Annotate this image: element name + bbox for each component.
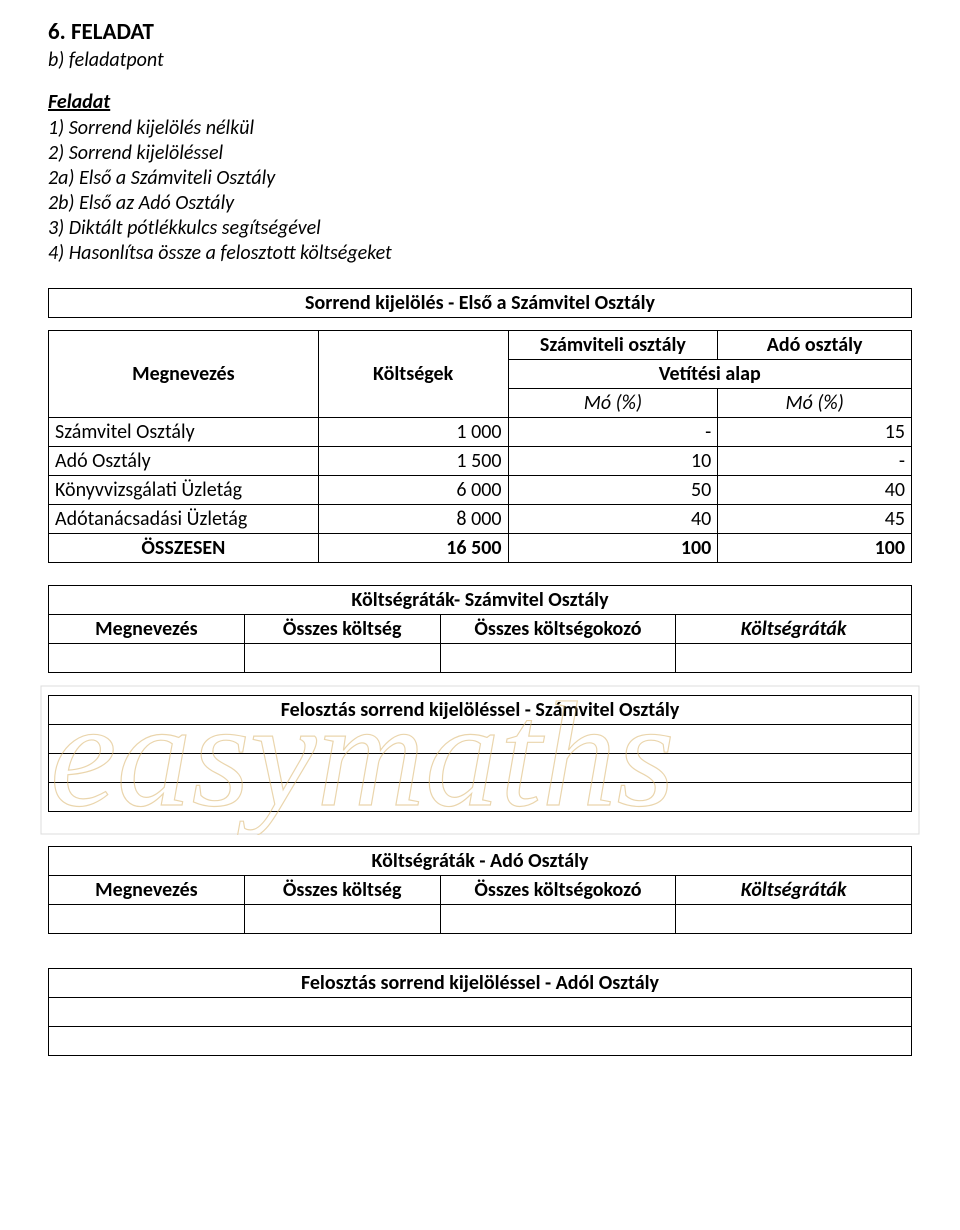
cell <box>676 644 912 673</box>
table-row <box>49 783 912 812</box>
th-szamviteli: Számviteli osztály <box>508 331 718 360</box>
th: Megnevezés <box>49 876 245 905</box>
th-mo2: Mó (%) <box>718 389 912 418</box>
th-vetitesi: Vetítési alap <box>508 360 912 389</box>
table-row: Adótanácsadási Üzletág 8 000 40 45 <box>49 505 912 534</box>
total-label: ÖSSZESEN <box>49 534 319 563</box>
cell-c2: 15 <box>718 418 912 447</box>
table-total-row: ÖSSZESEN 16 500 100 100 <box>49 534 912 563</box>
page: easymaths 6. FELADAT b) feladatpont Fela… <box>0 0 960 1096</box>
cell-name: Könyvvizsgálati Üzletág <box>49 476 319 505</box>
table-row <box>49 644 912 673</box>
cell-cost: 1 000 <box>318 418 508 447</box>
cell-c1: 40 <box>508 505 718 534</box>
cell-name: Számvitel Osztály <box>49 418 319 447</box>
table1-title-cell: Sorrend kijelölés - Első a Számvitel Osz… <box>49 289 912 318</box>
cell <box>49 998 912 1027</box>
cell-cost: 1 500 <box>318 447 508 476</box>
list-item: 2b) Első az Adó Osztály <box>48 191 912 216</box>
list-item: 2a) Első a Számviteli Osztály <box>48 166 912 191</box>
th: Összes költségokozó <box>440 615 676 644</box>
table-row <box>49 754 912 783</box>
cell-c2: - <box>718 447 912 476</box>
cell-c1: 50 <box>508 476 718 505</box>
list-item: 1) Sorrend kijelölés nélkül <box>48 116 912 141</box>
cell <box>49 783 912 812</box>
th: Összes költség <box>244 876 440 905</box>
cell-c1: - <box>508 418 718 447</box>
th-mo1: Mó (%) <box>508 389 718 418</box>
list-item: 4) Hasonlítsa össze a felosztott költség… <box>48 241 912 266</box>
page-subtitle: b) feladatpont <box>48 48 912 72</box>
table2-title: Költségráták- Számvitel Osztály <box>49 586 912 615</box>
table-row <box>49 998 912 1027</box>
table3-title: Felosztás sorrend kijelöléssel - Számvit… <box>49 696 912 725</box>
table-row: Könyvvizsgálati Üzletág 6 000 50 40 <box>49 476 912 505</box>
cell-c2: 40 <box>718 476 912 505</box>
table-row: Számvitel Osztály 1 000 - 15 <box>49 418 912 447</box>
th: Költségráták <box>676 876 912 905</box>
table3: Felosztás sorrend kijelöléssel - Számvit… <box>48 695 912 812</box>
table4-title: Költségráták - Adó Osztály <box>49 847 912 876</box>
cell <box>49 905 245 934</box>
cell <box>49 725 912 754</box>
cell-c2: 45 <box>718 505 912 534</box>
th-megnevezes: Megnevezés <box>49 331 319 418</box>
cell <box>244 644 440 673</box>
table5: Felosztás sorrend kijelöléssel - Adól Os… <box>48 968 912 1056</box>
table-row <box>49 725 912 754</box>
cell <box>440 644 676 673</box>
table-row <box>49 1027 912 1056</box>
th: Összes költségokozó <box>440 876 676 905</box>
table1-title: Sorrend kijelölés - Első a Számvitel Osz… <box>48 288 912 318</box>
cell <box>244 905 440 934</box>
cell <box>440 905 676 934</box>
th-ado: Adó osztály <box>718 331 912 360</box>
cell <box>676 905 912 934</box>
cell-c1: 10 <box>508 447 718 476</box>
th-koltsegek: Költségek <box>318 331 508 418</box>
table4: Költségráták - Adó Osztály Megnevezés Ös… <box>48 846 912 934</box>
task-items: 1) Sorrend kijelölés nélkül 2) Sorrend k… <box>48 116 912 266</box>
th: Összes költség <box>244 615 440 644</box>
cell-name: Adó Osztály <box>49 447 319 476</box>
cell-cost: 8 000 <box>318 505 508 534</box>
total-c2: 100 <box>718 534 912 563</box>
section-label: Feladat <box>48 90 110 114</box>
total-c1: 100 <box>508 534 718 563</box>
table-row: Adó Osztály 1 500 10 - <box>49 447 912 476</box>
list-item: 3) Diktált pótlékkulcs segítségével <box>48 216 912 241</box>
cell-cost: 6 000 <box>318 476 508 505</box>
list-item: 2) Sorrend kijelöléssel <box>48 141 912 166</box>
cell-name: Adótanácsadási Üzletág <box>49 505 319 534</box>
table5-title: Felosztás sorrend kijelöléssel - Adól Os… <box>49 969 912 998</box>
table-row <box>49 905 912 934</box>
th: Költségráták <box>676 615 912 644</box>
cell <box>49 754 912 783</box>
table1: Megnevezés Költségek Számviteli osztály … <box>48 330 912 563</box>
th: Megnevezés <box>49 615 245 644</box>
page-title: 6. FELADAT <box>48 18 912 46</box>
cell <box>49 1027 912 1056</box>
cell <box>49 644 245 673</box>
table2: Költségráták- Számvitel Osztály Megnevez… <box>48 585 912 673</box>
total-cost: 16 500 <box>318 534 508 563</box>
